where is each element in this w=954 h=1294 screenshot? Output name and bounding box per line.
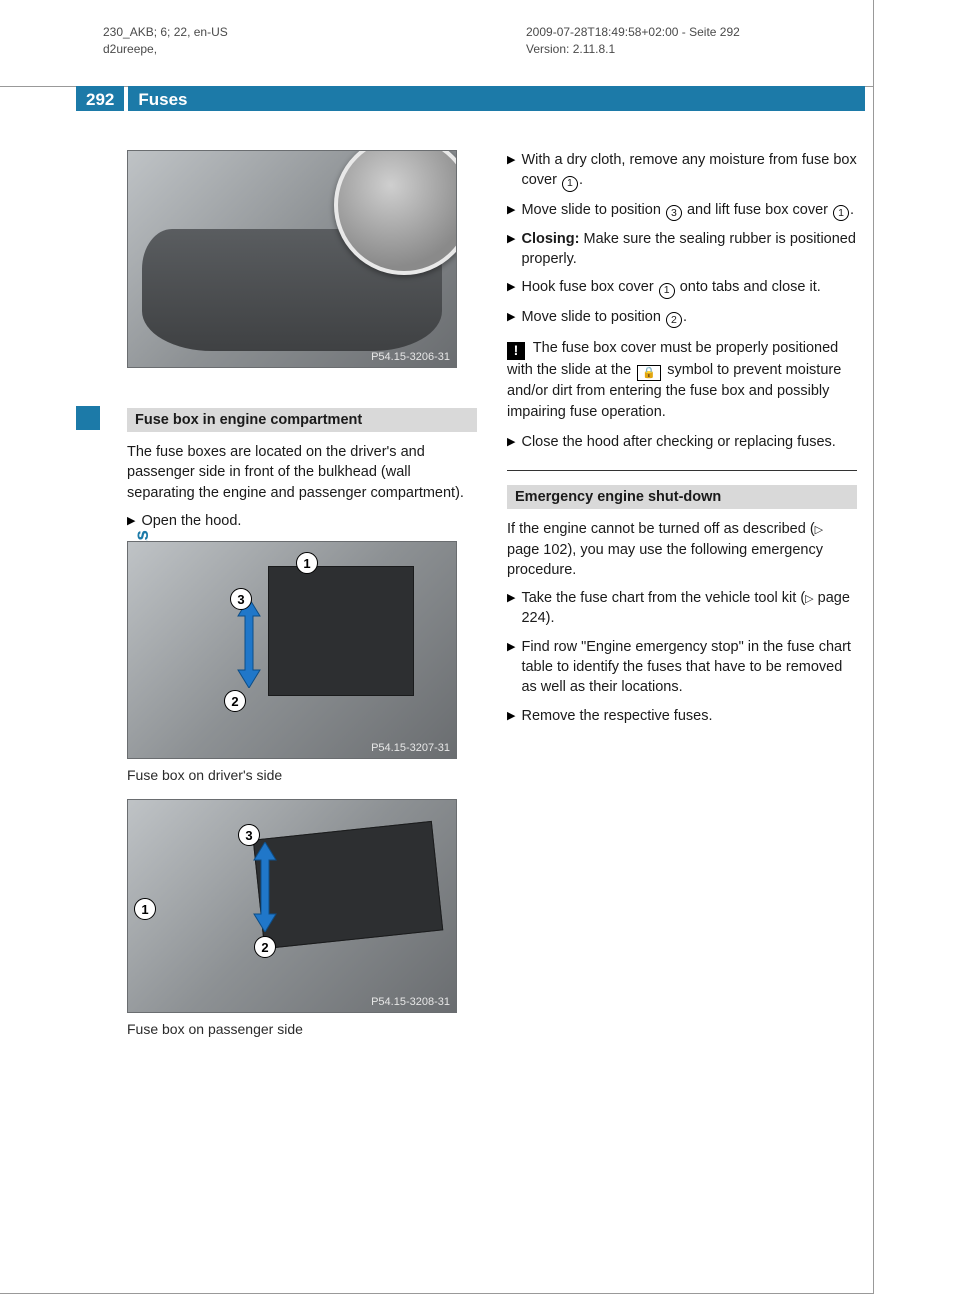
- step-move-slide-lift-text: Move slide to position 3 and lift fuse b…: [521, 200, 857, 221]
- page-number: 292: [76, 86, 124, 111]
- right-crop-mark: [873, 0, 874, 1294]
- top-meta-right: 2009-07-28T18:49:58+02:00 - Seite 292 Ve…: [526, 24, 740, 58]
- step-marker-icon: ▶: [507, 229, 515, 270]
- text-fragment: onto tabs and close it.: [676, 279, 821, 295]
- step-marker-icon: ▶: [507, 588, 515, 629]
- photo2-watermark: P54.15-3207-31: [371, 742, 450, 754]
- right-column: ▶ With a dry cloth, remove any moisture …: [507, 150, 857, 1037]
- step-closing: ▶ Closing: Make sure the sealing rubber …: [507, 229, 857, 270]
- step-take-fuse-chart-text: Take the fuse chart from the vehicle too…: [521, 588, 857, 629]
- text-fragment: If the engine cannot be turned off as de…: [507, 521, 815, 537]
- intro-paragraph: The fuse boxes are located on the driver…: [127, 442, 477, 503]
- photo-trunk-fusebox: P54.15-3206-31: [127, 150, 457, 368]
- warning-icon: !: [507, 342, 525, 360]
- step-marker-icon: ▶: [507, 200, 515, 221]
- step-marker-icon: ▶: [507, 432, 515, 452]
- text-fragment: and lift fuse box cover: [683, 202, 832, 218]
- callout-1: 1: [134, 898, 156, 920]
- step-open-hood-text: Open the hood.: [141, 511, 477, 531]
- section-fuse-box-engine: Fuse box in engine compartment: [127, 408, 477, 432]
- meta-left-line1: 230_AKB; 6; 22, en-US: [103, 24, 228, 41]
- section-divider: [507, 470, 857, 471]
- circled-1-icon: 1: [833, 205, 849, 221]
- step-move-slide-lift: ▶ Move slide to position 3 and lift fuse…: [507, 200, 857, 221]
- step-closing-text: Closing: Make sure the sealing rubber is…: [521, 229, 857, 270]
- photo-passenger-side: 1 3 2 P54.15-3208-31: [127, 799, 457, 1013]
- text-fragment: page 102), you may use the following eme…: [507, 542, 823, 578]
- step-marker-icon: ▶: [507, 150, 515, 192]
- step-remove-fuses: ▶ Remove the respective fuses.: [507, 706, 857, 726]
- top-meta-left: 230_AKB; 6; 22, en-US d2ureepe,: [103, 24, 228, 58]
- left-column: P54.15-3206-31 Fuse box in engine compar…: [127, 150, 477, 1037]
- step-close-hood: ▶ Close the hood after checking or repla…: [507, 432, 857, 452]
- meta-right-line2: Version: 2.11.8.1: [526, 41, 740, 58]
- step-dry-cloth-text: With a dry cloth, remove any moisture fr…: [521, 150, 857, 192]
- step-hook-cover-text: Hook fuse box cover 1 onto tabs and clos…: [521, 277, 857, 298]
- text-fragment: .: [683, 309, 687, 325]
- step-marker-icon: ▶: [507, 277, 515, 298]
- step-move-slide-2-text: Move slide to position 2.: [521, 307, 857, 328]
- circled-2-icon: 2: [666, 312, 682, 328]
- text-fragment: Move slide to position: [521, 309, 664, 325]
- photo-driver-side: 1 3 2 P54.15-3207-31: [127, 541, 457, 759]
- circled-3-icon: 3: [666, 205, 682, 221]
- step-take-fuse-chart: ▶ Take the fuse chart from the vehicle t…: [507, 588, 857, 629]
- triangle-ref-icon: ▷: [815, 524, 823, 536]
- step-open-hood: ▶ Open the hood.: [127, 511, 477, 531]
- photo3-caption: Fuse box on passenger side: [127, 1021, 477, 1037]
- step-dry-cloth: ▶ With a dry cloth, remove any moisture …: [507, 150, 857, 192]
- warning-note: ! The fuse box cover must be properly po…: [507, 338, 857, 422]
- step-remove-fuses-text: Remove the respective fuses.: [521, 706, 857, 726]
- photo1-watermark: P54.15-3206-31: [371, 351, 450, 363]
- callout-2: 2: [254, 936, 276, 958]
- meta-right-line1: 2009-07-28T18:49:58+02:00 - Seite 292: [526, 24, 740, 41]
- step-close-hood-text: Close the hood after checking or replaci…: [521, 432, 857, 452]
- step-find-row: ▶ Find row "Engine emergency stop" in th…: [507, 637, 857, 698]
- section-emergency-shutdown: Emergency engine shut-down: [507, 485, 857, 509]
- photo3-watermark: P54.15-3208-31: [371, 996, 450, 1008]
- triangle-ref-icon: ▷: [805, 593, 813, 605]
- side-tab: [76, 406, 100, 430]
- emergency-intro: If the engine cannot be turned off as de…: [507, 519, 857, 580]
- page-header: 292 Fuses: [76, 86, 865, 111]
- step-marker-icon: ▶: [507, 307, 515, 328]
- step-marker-icon: ▶: [507, 706, 515, 726]
- photo2-caption: Fuse box on driver's side: [127, 767, 477, 783]
- step-find-row-text: Find row "Engine emergency stop" in the …: [521, 637, 857, 698]
- page-title: Fuses: [128, 86, 865, 111]
- step-marker-icon: ▶: [127, 511, 135, 531]
- step-move-slide-2: ▶ Move slide to position 2.: [507, 307, 857, 328]
- text-fragment: Take the fuse chart from the vehicle too…: [521, 590, 805, 606]
- circled-1-icon: 1: [562, 176, 578, 192]
- content-columns: P54.15-3206-31 Fuse box in engine compar…: [127, 150, 857, 1037]
- lock-icon: 🔒: [637, 365, 661, 381]
- circled-1-icon: 1: [659, 283, 675, 299]
- callout-2: 2: [224, 690, 246, 712]
- text-fragment: Move slide to position: [521, 202, 664, 218]
- text-fragment: Hook fuse box cover: [521, 279, 657, 295]
- step-hook-cover: ▶ Hook fuse box cover 1 onto tabs and cl…: [507, 277, 857, 298]
- closing-label: Closing:: [521, 231, 579, 247]
- step-marker-icon: ▶: [507, 637, 515, 698]
- text-fragment: .: [850, 202, 854, 218]
- text-fragment: .: [579, 172, 583, 188]
- double-arrow-icon: [236, 598, 262, 688]
- double-arrow-icon: [252, 842, 278, 932]
- meta-left-line2: d2ureepe,: [103, 41, 228, 58]
